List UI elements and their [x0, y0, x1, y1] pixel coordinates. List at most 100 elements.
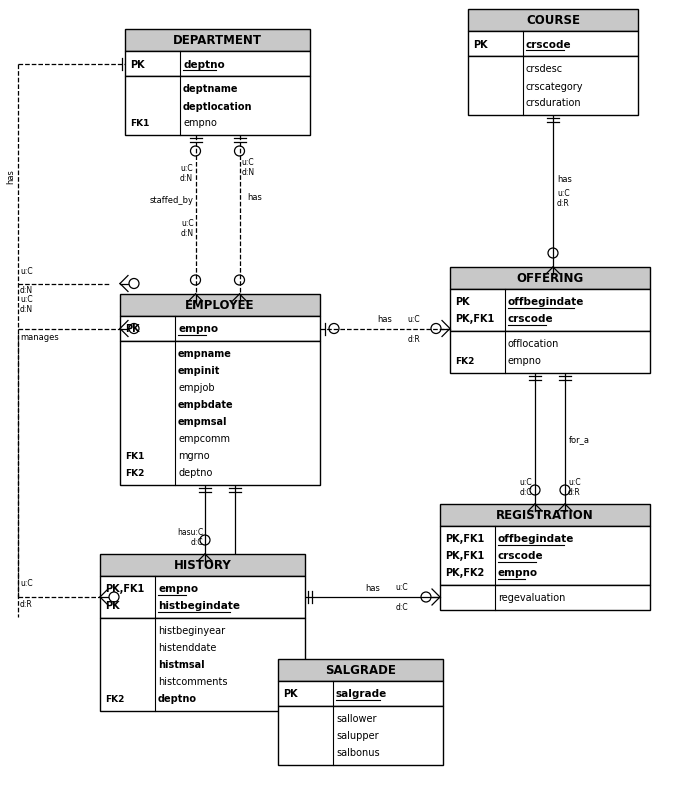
Bar — [100, 577, 305, 618]
Text: d:N: d:N — [20, 286, 33, 295]
Text: deptname: deptname — [183, 84, 239, 95]
Text: u:C: u:C — [557, 189, 570, 198]
Text: d:R: d:R — [557, 199, 570, 209]
Text: crscode: crscode — [526, 39, 571, 50]
Text: d:N: d:N — [20, 305, 33, 314]
Text: histbeginyear: histbeginyear — [158, 626, 225, 636]
Text: offbegindate: offbegindate — [508, 297, 584, 307]
Text: d:N: d:N — [241, 168, 255, 176]
Bar — [440, 526, 650, 585]
Bar — [450, 268, 650, 290]
Text: empno: empno — [178, 324, 218, 334]
Text: u:C: u:C — [395, 582, 408, 591]
Text: manages: manages — [20, 333, 59, 342]
Text: u:C: u:C — [568, 478, 580, 487]
Text: histenddate: histenddate — [158, 642, 217, 653]
Text: u:C: u:C — [180, 164, 193, 172]
Text: hasu:C: hasu:C — [177, 528, 203, 537]
Bar — [278, 681, 443, 706]
Text: u:C: u:C — [520, 478, 532, 487]
Bar — [125, 30, 310, 52]
Text: histmsal: histmsal — [158, 660, 205, 670]
Text: FK1: FK1 — [130, 119, 149, 128]
Bar — [450, 331, 650, 374]
Text: empcomm: empcomm — [178, 434, 230, 444]
Text: histbegindate: histbegindate — [158, 601, 240, 611]
Bar — [120, 294, 320, 317]
Bar — [278, 659, 443, 681]
Bar — [125, 77, 310, 136]
Text: deptlocation: deptlocation — [183, 101, 253, 111]
Text: sallower: sallower — [336, 714, 377, 723]
Text: PK,FK1: PK,FK1 — [445, 551, 484, 561]
Text: PK,FK2: PK,FK2 — [445, 568, 484, 577]
Text: deptno: deptno — [183, 59, 225, 70]
Text: u:C: u:C — [20, 578, 32, 587]
Text: crsdesc: crsdesc — [526, 64, 563, 75]
Text: d:N: d:N — [180, 229, 193, 237]
Text: FK2: FK2 — [105, 695, 124, 703]
Text: PK: PK — [105, 601, 119, 611]
Text: empmsal: empmsal — [178, 417, 228, 427]
Text: offlocation: offlocation — [508, 339, 560, 349]
Text: PK,FK1: PK,FK1 — [105, 584, 144, 593]
Text: u:C: u:C — [407, 315, 420, 324]
Text: d:C: d:C — [190, 538, 203, 547]
Text: FK1: FK1 — [125, 452, 144, 460]
Text: u:C: u:C — [241, 158, 254, 167]
Text: d:C: d:C — [395, 602, 408, 611]
Text: staffed_by: staffed_by — [150, 196, 193, 205]
Bar — [450, 290, 650, 331]
Text: SALGRADE: SALGRADE — [325, 664, 396, 677]
Text: u:C: u:C — [20, 294, 32, 304]
Text: empno: empno — [508, 356, 542, 366]
Text: PK: PK — [283, 689, 297, 699]
Text: crscategory: crscategory — [526, 81, 584, 91]
Bar — [125, 52, 310, 77]
Text: PK: PK — [473, 39, 488, 50]
Text: crsduration: crsduration — [526, 99, 582, 108]
Text: histcomments: histcomments — [158, 677, 228, 687]
Bar — [468, 57, 638, 115]
Text: crscode: crscode — [498, 551, 544, 561]
Bar — [468, 10, 638, 32]
Text: has: has — [377, 315, 393, 324]
Text: mgrno: mgrno — [178, 451, 210, 461]
Text: PK: PK — [455, 297, 470, 307]
Text: empno: empno — [498, 568, 538, 577]
Text: deptno: deptno — [158, 694, 197, 703]
Text: FK2: FK2 — [125, 468, 144, 477]
Text: PK: PK — [125, 324, 139, 334]
Text: salbonus: salbonus — [336, 747, 380, 758]
Text: for_a: for_a — [569, 435, 590, 444]
Text: u:C: u:C — [181, 219, 193, 228]
Text: empjob: empjob — [178, 383, 215, 393]
Text: d:R: d:R — [20, 599, 32, 608]
Text: empbdate: empbdate — [178, 400, 234, 410]
Bar — [120, 342, 320, 485]
Bar — [440, 585, 650, 610]
Text: PK: PK — [130, 59, 145, 70]
Bar — [120, 317, 320, 342]
Text: offbegindate: offbegindate — [498, 534, 574, 544]
Text: crscode: crscode — [508, 314, 553, 324]
Text: has: has — [248, 192, 262, 202]
Bar — [468, 32, 638, 57]
Text: PK,FK1: PK,FK1 — [445, 534, 484, 544]
Text: REGISTRATION: REGISTRATION — [496, 508, 594, 522]
Text: salgrade: salgrade — [336, 689, 387, 699]
Text: FK2: FK2 — [455, 357, 474, 366]
Text: HISTORY: HISTORY — [174, 559, 231, 572]
Text: has: has — [365, 583, 380, 592]
Bar — [278, 706, 443, 765]
Bar — [100, 554, 305, 577]
Bar — [440, 504, 650, 526]
Text: has: has — [557, 176, 572, 184]
Text: d:R: d:R — [568, 488, 581, 497]
Text: PK,FK1: PK,FK1 — [455, 314, 494, 324]
Text: empname: empname — [178, 349, 232, 359]
Text: has: has — [6, 169, 15, 184]
Text: d:C: d:C — [520, 488, 532, 497]
Bar — [100, 618, 305, 711]
Text: empno: empno — [158, 584, 198, 593]
